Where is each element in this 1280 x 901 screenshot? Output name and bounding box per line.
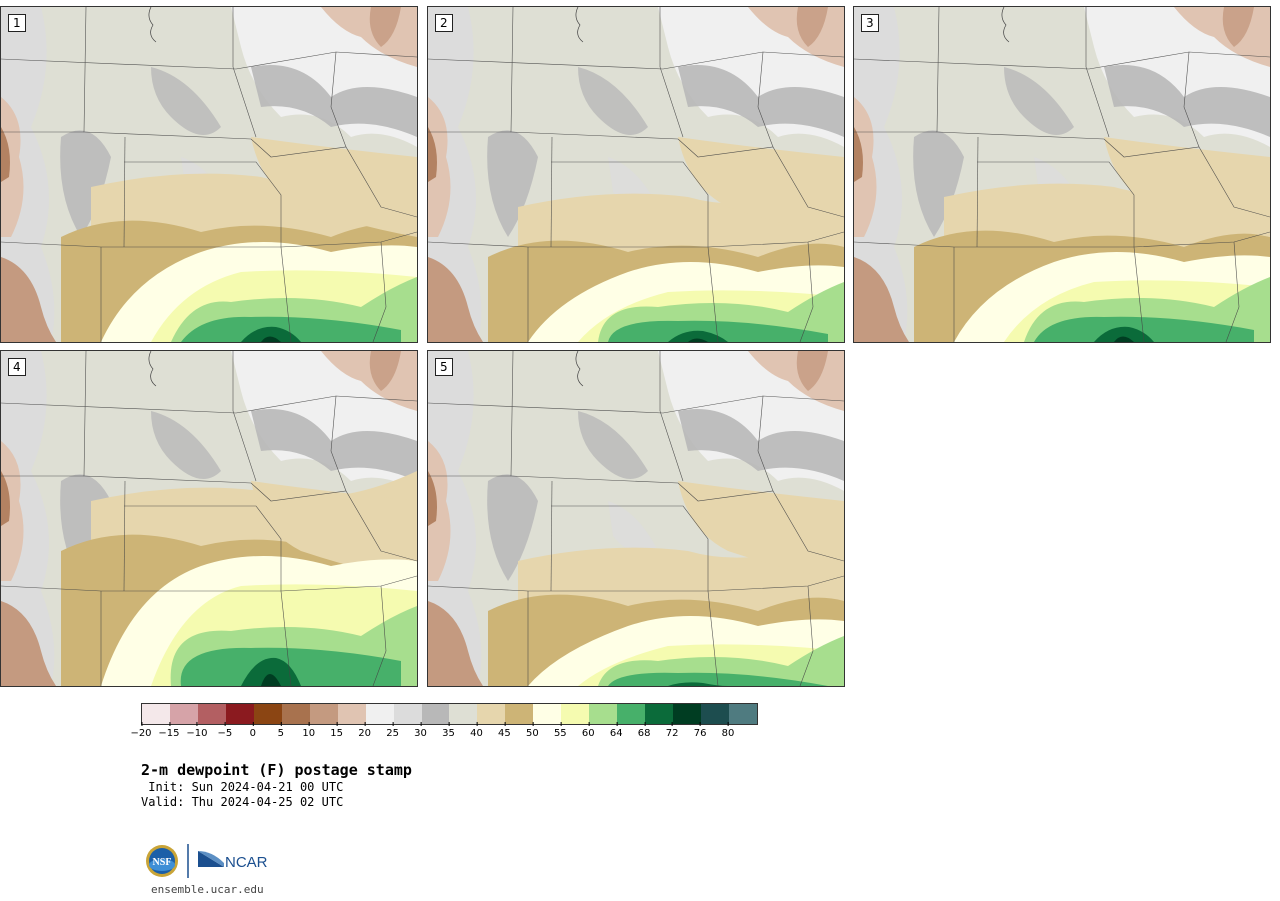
- colorbar-segment: [673, 704, 702, 724]
- colorbar-segment: [253, 704, 282, 724]
- colorbar-tick-label: 72: [666, 722, 678, 739]
- colorbar: [141, 703, 758, 725]
- colorbar-tick-label: −5: [217, 722, 232, 739]
- colorbar-tick-label: −15: [158, 722, 180, 739]
- colorbar-tick-label: 45: [498, 722, 511, 739]
- nsf-logo-icon: NSF: [146, 845, 178, 877]
- init-time: Init: Sun 2024-04-21 00 UTC: [141, 780, 344, 794]
- colorbar-tick-label: −10: [186, 722, 207, 739]
- colorbar-segment: [589, 704, 618, 724]
- colorbar-segment: [281, 704, 310, 724]
- map-panel-2: 2: [427, 6, 845, 343]
- colorbar-segment: [477, 704, 506, 724]
- colorbar-segment: [533, 704, 562, 724]
- map-panel-5: 5: [427, 350, 845, 687]
- map-panel-4: 4: [0, 350, 418, 687]
- colorbar-tick-label: 60: [582, 722, 595, 739]
- valid-time: Valid: Thu 2024-04-25 02 UTC: [141, 795, 344, 809]
- colorbar-tick-label: 40: [470, 722, 483, 739]
- ncar-logo-text: NCAR: [225, 854, 268, 871]
- colorbar-tick-label: 64: [610, 722, 623, 739]
- nsf-logo-text: NSF: [153, 857, 172, 868]
- colorbar-tick-label: −20: [130, 722, 152, 739]
- colorbar-tick-label: 55: [554, 722, 567, 739]
- colorbar-tick-label: 76: [694, 722, 706, 739]
- map-graphic: [428, 351, 844, 686]
- colorbar-segment: [617, 704, 646, 724]
- colorbar-tick-label: 0: [250, 722, 256, 739]
- colorbar-segment: [645, 704, 674, 724]
- colorbar-segment: [197, 704, 226, 724]
- colorbar-segment: [449, 704, 478, 724]
- site-url: ensemble.ucar.edu: [151, 883, 264, 896]
- colorbar-tick-label: 20: [358, 722, 371, 739]
- colorbar-tick-label: 50: [526, 722, 539, 739]
- colorbar-tick-label: 35: [442, 722, 455, 739]
- colorbar-tick-label: 15: [330, 722, 343, 739]
- colorbar-tick-label: 30: [414, 722, 427, 739]
- colorbar-segment: [225, 704, 254, 724]
- colorbar-segment: [561, 704, 590, 724]
- panel-number: 3: [861, 14, 879, 32]
- colorbar-segment: [142, 704, 170, 724]
- colorbar-segment: [365, 704, 394, 724]
- colorbar-tick-label: 80: [722, 722, 734, 739]
- panel-number: 2: [435, 14, 453, 32]
- colorbar-tick-label: 25: [386, 722, 399, 739]
- colorbar-segment: [393, 704, 422, 724]
- panel-number: 5: [435, 358, 453, 376]
- map-graphic: [1, 7, 417, 342]
- map-graphic: [428, 7, 844, 342]
- chart-title: 2-m dewpoint (F) postage stamp: [141, 761, 412, 779]
- colorbar-segment: [505, 704, 534, 724]
- map-panel-3: 3: [853, 6, 1271, 343]
- logos: NSF NCAR: [146, 844, 268, 878]
- map-graphic: [854, 7, 1270, 342]
- colorbar-segment: [421, 704, 450, 724]
- colorbar-tick-label: 10: [302, 722, 315, 739]
- map-graphic: [1, 351, 417, 686]
- map-panel-1: 1: [0, 6, 418, 343]
- colorbar-ticks: −20 −15 −10 −5 0 5 10 15 20 25 30 35 40 45 50 55 60 64 68 7…: [130, 722, 756, 744]
- colorbar-tick-label: 68: [638, 722, 651, 739]
- panel-number: 1: [8, 14, 26, 32]
- panel-number: 4: [8, 358, 26, 376]
- colorbar-segment: [309, 704, 338, 724]
- colorbar-segment: [337, 704, 366, 724]
- colorbar-tick-label: 5: [278, 722, 284, 739]
- colorbar-segment: [701, 704, 730, 724]
- colorbar-segment: [729, 704, 757, 724]
- colorbar-segment: [169, 704, 198, 724]
- ncar-logo-icon: NCAR: [198, 851, 268, 871]
